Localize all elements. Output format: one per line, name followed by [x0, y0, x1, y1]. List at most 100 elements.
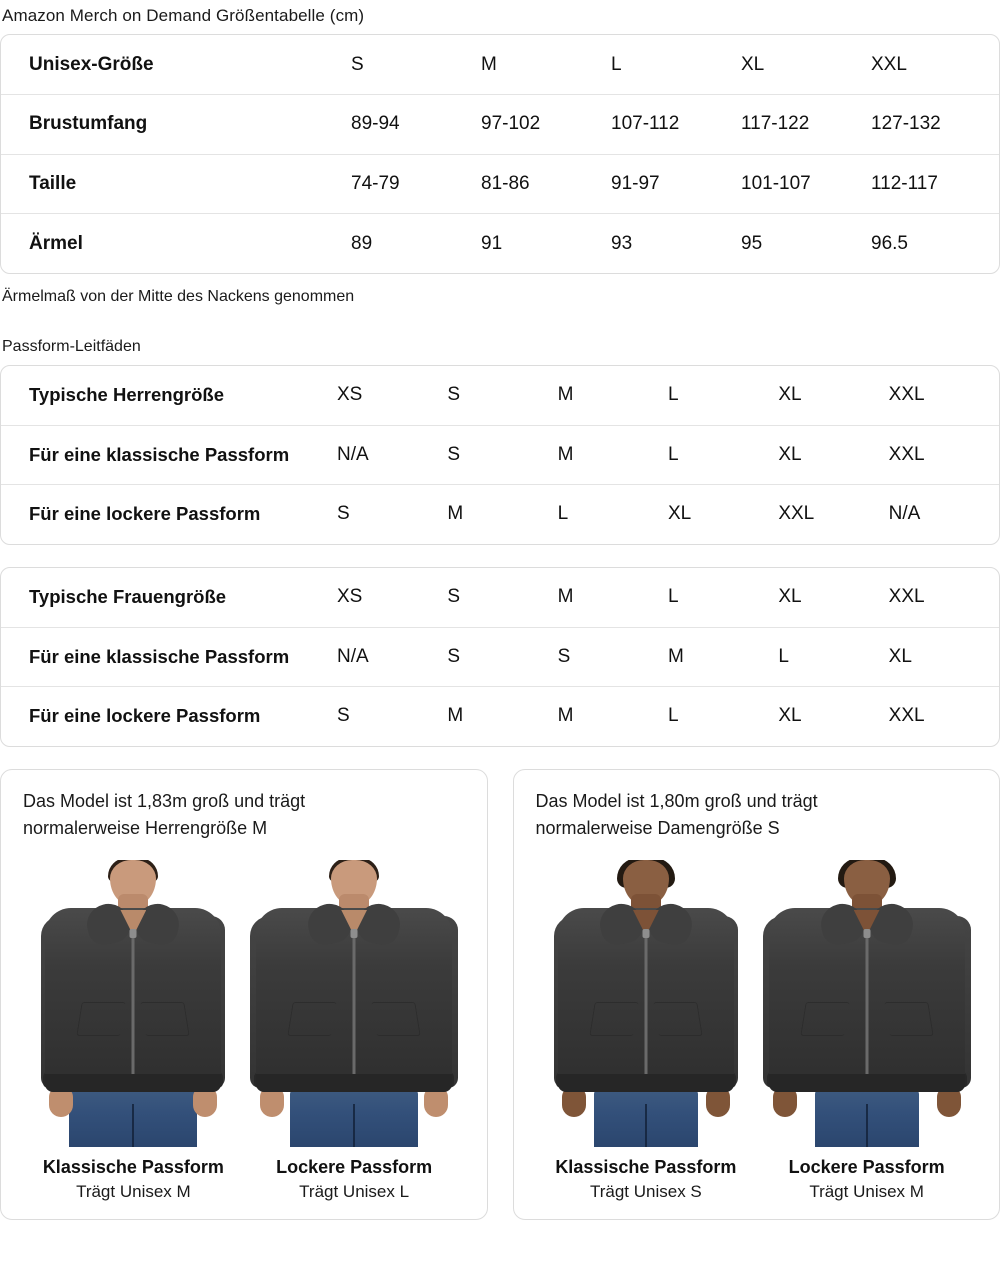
cell-chest-l: 107-112 — [611, 94, 741, 154]
mens-relaxed-l: XL — [667, 484, 779, 544]
row-label-sleeve: Ärmel — [1, 213, 351, 273]
cell-sleeve-m: 91 — [481, 213, 611, 273]
page-title: Amazon Merch on Demand Größentabelle (cm… — [2, 6, 365, 25]
jeans-shape — [593, 1089, 698, 1147]
mens-col-l: L — [667, 384, 679, 406]
female-model-classic-fit-photo — [535, 859, 757, 1147]
mens-fit-guide-table: Typische Herrengröße XS S M L XL XXL Für… — [0, 365, 1000, 545]
zipper-icon — [350, 928, 358, 1092]
fit-name-label: Klassische Passform — [42, 1156, 224, 1177]
cell-sleeve-l: 93 — [611, 213, 741, 273]
male-relaxed-fit-figure: Lockere Passform Trägt Unisex L — [243, 859, 465, 1205]
male-model-figures: Klassische Passform Trägt Unisex M — [23, 859, 465, 1205]
table-row-header: Typische Frauengröße XS S M L XL XXL — [1, 568, 999, 627]
fit-wears-label: Trägt Unisex S — [589, 1181, 702, 1201]
zipper-icon — [129, 928, 137, 1092]
mens-classic-xxl: XXL — [888, 424, 999, 485]
left-hand-shape — [49, 1086, 74, 1117]
fit-guides-heading: Passform-Leitfäden — [2, 338, 141, 355]
womens-classic-m: S — [557, 626, 668, 687]
mens-col-xl: XL — [778, 384, 802, 406]
womens-classic-xs: N/A — [337, 626, 448, 687]
female-classic-fit-labels: Klassische Passform Trägt Unisex S — [536, 1147, 757, 1205]
female-figure-illustration — [762, 859, 971, 1147]
womens-classic-fit-label: Für eine klassische Passform — [1, 626, 337, 687]
left-hand-shape — [772, 1086, 797, 1117]
table-row: Für eine lockere Passform S M L XL XXL N… — [1, 484, 999, 544]
womens-relaxed-xxl: XXL — [888, 685, 999, 746]
hem-band-shape — [557, 1073, 734, 1092]
unisex-size-col-s: S — [351, 53, 364, 75]
male-figure-illustration — [41, 859, 226, 1147]
male-model-classic-fit-photo — [23, 859, 244, 1147]
cell-sleeve-s: 89 — [351, 213, 481, 273]
zipper-icon — [642, 928, 650, 1092]
right-hand-shape — [193, 1086, 218, 1117]
mens-relaxed-s: M — [447, 484, 558, 544]
mens-classic-xs: N/A — [337, 424, 448, 485]
female-model-figures: Klassische Passform Trägt Unisex S — [535, 859, 977, 1205]
womens-relaxed-fit-label: Für eine lockere Passform — [1, 685, 337, 746]
fit-wears-label: Trägt Unisex L — [299, 1181, 410, 1201]
cell-sleeve-xxl: 96.5 — [871, 213, 999, 273]
womens-col-xl: XL — [778, 586, 802, 608]
male-relaxed-fit-labels: Lockere Passform Trägt Unisex L — [244, 1147, 465, 1205]
table-row: Für eine lockere Passform S M M L XL XXL — [1, 685, 999, 746]
left-hand-shape — [561, 1086, 586, 1117]
right-pocket-shape — [883, 1001, 934, 1036]
mens-typical-size-label: Typische Herrengröße — [29, 384, 224, 406]
mens-classic-m: M — [557, 424, 668, 485]
table-row: Für eine klassische Passform N/A S S M L… — [1, 626, 999, 687]
female-model-card: Das Model ist 1,80m groß und trägt norma… — [512, 768, 1000, 1220]
womens-col-s: S — [447, 586, 461, 608]
size-chart-page: Amazon Merch on Demand Größentabelle (cm… — [0, 6, 1000, 1220]
right-pocket-shape — [371, 1001, 421, 1036]
cell-chest-xxl: 127-132 — [871, 94, 999, 154]
fit-name-label: Klassische Passform — [555, 1156, 737, 1177]
row-label-waist: Taille — [1, 153, 351, 214]
unisex-size-col-xxl: XXL — [871, 53, 907, 75]
mens-classic-fit-label: Für eine klassische Passform — [1, 424, 337, 485]
right-hand-shape — [705, 1086, 730, 1117]
male-figure-illustration — [250, 859, 459, 1147]
left-pocket-shape — [589, 1001, 639, 1036]
unisex-size-col-m: M — [481, 53, 497, 75]
table-row: Brustumfang 89-94 97-102 107-112 117-122… — [1, 94, 999, 154]
zipper-icon — [863, 928, 871, 1092]
male-model-card: Das Model ist 1,83m groß und trägt norma… — [0, 768, 488, 1220]
cell-waist-m: 81-86 — [481, 153, 611, 214]
unisex-size-col-l: L — [611, 53, 622, 75]
table-spacer — [0, 545, 1000, 567]
jeans-shape — [69, 1089, 198, 1147]
right-pocket-shape — [140, 1001, 191, 1036]
unisex-size-table: Unisex-Größe S M L XL XXL Brustumfang 89… — [0, 34, 1000, 274]
unisex-size-col-xl: XL — [741, 53, 765, 75]
womens-relaxed-xl: XL — [778, 685, 889, 746]
hem-band-shape — [768, 1073, 965, 1092]
cell-waist-l: 91-97 — [611, 153, 741, 214]
right-hand-shape — [936, 1086, 961, 1117]
mens-col-xs: XS — [337, 384, 363, 406]
row-label-chest: Brustumfang — [1, 94, 351, 154]
male-classic-fit-figure: Klassische Passform Trägt Unisex M — [23, 859, 244, 1205]
mens-col-xxl: XXL — [888, 384, 925, 406]
womens-col-l: L — [667, 586, 679, 608]
left-pocket-shape — [287, 1001, 337, 1036]
female-relaxed-fit-labels: Lockere Passform Trägt Unisex M — [756, 1147, 977, 1205]
left-hand-shape — [260, 1086, 285, 1117]
right-pocket-shape — [653, 1001, 703, 1036]
right-hand-shape — [424, 1086, 449, 1117]
left-pocket-shape — [76, 1001, 127, 1036]
model-cards-row: Das Model ist 1,83m groß und trägt norma… — [0, 768, 1000, 1220]
mens-relaxed-xl: XXL — [778, 484, 889, 544]
mens-classic-s: S — [447, 424, 558, 485]
cell-waist-xl: 101-107 — [741, 153, 871, 214]
cell-waist-s: 74-79 — [351, 153, 481, 214]
womens-typical-size-label: Typische Frauengröße — [29, 586, 227, 608]
table-row-header: Unisex-Größe S M L XL XXL — [1, 35, 999, 95]
cell-chest-s: 89-94 — [351, 94, 481, 154]
jeans-shape — [290, 1089, 419, 1147]
mens-relaxed-xs: S — [337, 484, 448, 544]
mens-classic-xl: XL — [778, 424, 889, 485]
female-model-caption: Das Model ist 1,80m groß und trägt norma… — [535, 790, 818, 838]
